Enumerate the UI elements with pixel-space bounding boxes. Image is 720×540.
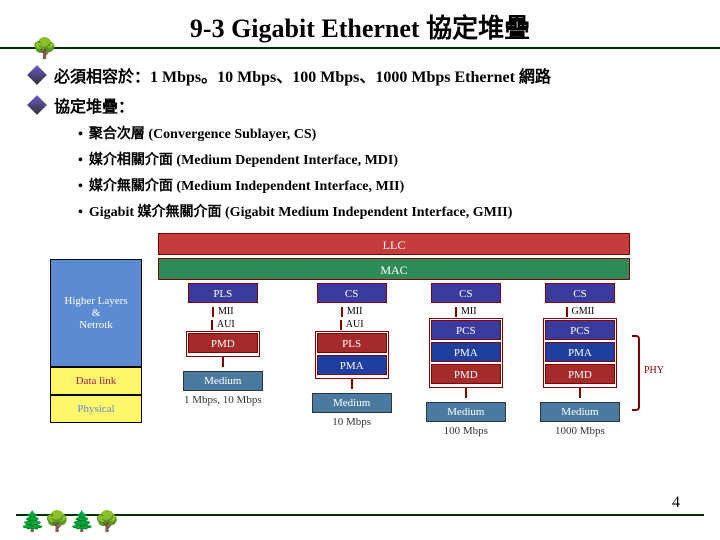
layer-cell: PCS: [431, 320, 501, 340]
content-area: 必須相容於：1 Mbps。10 Mbps、100 Mbps、1000 Mbps …: [0, 49, 720, 463]
sub-bullet-list: •聚合次層 (Convergence Sublayer, CS) •媒介相關介面…: [78, 123, 690, 221]
datalink-box: Data link: [50, 367, 142, 395]
interface-label: GMII: [566, 305, 595, 318]
interface-label: MII: [341, 305, 363, 318]
bullet-2: 協定堆疊：: [30, 93, 690, 117]
left-layer-stack: Higher Layers & Netrotk Data link Physic…: [50, 259, 142, 423]
medium-box: Medium: [312, 393, 392, 413]
medium-box: Medium: [183, 371, 263, 391]
layer-cell: PCS: [545, 320, 615, 340]
lower-layer-box: PMD: [186, 331, 260, 357]
aui-label: AUI: [211, 318, 235, 331]
stack-column: CSMIIAUIPLSPMAMedium10 Mbps: [302, 283, 402, 437]
layer-cell: CS: [317, 283, 387, 303]
diamond-icon: [27, 95, 47, 115]
layer-cell: PMA: [431, 342, 501, 362]
higher-layers-box: Higher Layers & Netrotk: [50, 259, 142, 367]
interface-label: MII: [212, 305, 234, 318]
speed-label: 10 Mbps: [332, 416, 371, 428]
stack-column: CSMIIPCSPMAPMDMedium100 Mbps: [416, 283, 516, 437]
aui-label: AUI: [340, 318, 364, 331]
list-item: •媒介無關介面 (Medium Independent Interface, M…: [78, 175, 690, 195]
lower-layer-box: PCSPMAPMD: [543, 318, 617, 388]
list-item: •聚合次層 (Convergence Sublayer, CS): [78, 123, 690, 143]
layer-cell: PMD: [431, 364, 501, 384]
llc-bar: LLC: [158, 233, 630, 255]
stack-columns: LLC MAC PLSMIIAUIPMDMedium1 Mbps, 10 Mbp…: [158, 233, 630, 433]
stack-column: PLS MIIAUI PMD Medium 1 Mbps, 10 Mbps: [158, 283, 288, 437]
layer-cell: PLS: [188, 283, 258, 303]
layer-cell: PMA: [317, 355, 387, 375]
list-item: •媒介相關介面 (Medium Dependent Interface, MDI…: [78, 149, 690, 169]
stack-column: CSGMIIPCSPMAPMDMedium1000 MbpsPHY: [530, 283, 630, 437]
lower-layer-box: PCSPMAPMD: [429, 318, 503, 388]
layer-cell: CS: [545, 283, 615, 303]
layer-cell: PMA: [545, 342, 615, 362]
list-item: •Gigabit 媒介無關介面 (Gigabit Medium Independ…: [78, 201, 690, 221]
speed-label: 1 Mbps, 10 Mbps: [184, 394, 262, 406]
layer-cell: CS: [431, 283, 501, 303]
page-title: 9-3 Gigabit Ethernet 協定堆疊: [0, 0, 720, 49]
speed-label: 1000 Mbps: [555, 425, 605, 437]
speed-label: 100 Mbps: [444, 425, 488, 437]
page-number: 4: [672, 494, 680, 512]
physical-box: Physical: [50, 395, 142, 423]
phy-label: PHY: [644, 365, 664, 376]
tree-decoration-icon: 🌳: [32, 36, 57, 61]
layer-cell: PMD: [188, 333, 258, 353]
trees-decoration-icon: 🌲🌳🌲🌳: [20, 509, 120, 534]
medium-box: Medium: [426, 402, 506, 422]
medium-box: Medium: [540, 402, 620, 422]
protocol-stack-diagram: Higher Layers & Netrotk Data link Physic…: [50, 233, 670, 463]
interface-label: MII: [455, 305, 477, 318]
phy-brace-icon: [632, 335, 640, 411]
layer-cell: PLS: [317, 333, 387, 353]
bullet-1: 必須相容於：1 Mbps。10 Mbps、100 Mbps、1000 Mbps …: [30, 63, 690, 87]
diamond-icon: [27, 65, 47, 85]
layer-cell: PMD: [545, 364, 615, 384]
mac-bar: MAC: [158, 258, 630, 280]
lower-layer-box: PLSPMA: [315, 331, 389, 379]
bullet-text: 協定堆疊：: [54, 93, 134, 117]
bullet-text: 必須相容於：1 Mbps。10 Mbps、100 Mbps、1000 Mbps …: [54, 63, 551, 87]
